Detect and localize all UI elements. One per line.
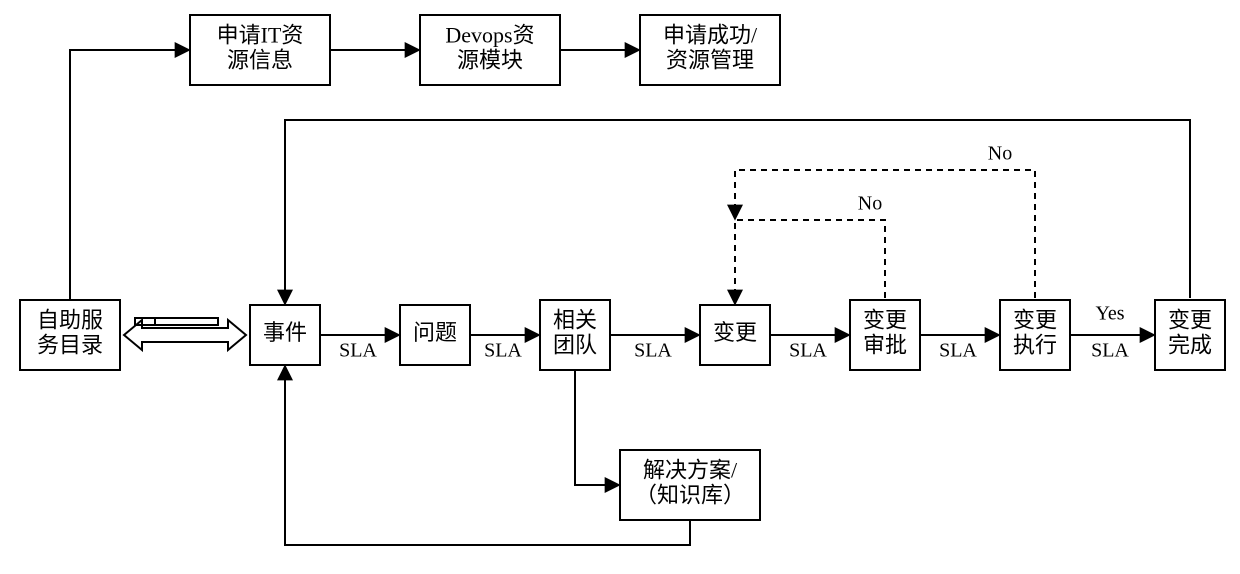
node-team-line1: 团队 [553,333,597,358]
node-devops: Devops资源模块 [420,15,560,85]
node-team-line0: 相关 [553,307,597,332]
flowchart-canvas: SLA SLA SLA SLA SLA Yes SLA No No 自助服务目录… [0,0,1240,574]
edge-selfservice-event-bidir [124,318,246,350]
label-sla5: SLA [939,340,977,362]
node-solution: 解决方案/（知识库） [620,450,760,520]
node-done-line0: 变更 [1168,307,1212,332]
node-solution-line1: （知识库） [635,483,745,508]
label-sla1: SLA [339,340,377,362]
node-approve: 变更审批 [850,300,920,370]
node-approve-line1: 审批 [863,333,907,358]
label-sla3: SLA [634,340,672,362]
edge-approve-change-no [735,220,885,303]
node-applyIT-line1: 源信息 [227,48,293,73]
node-change: 变更 [700,305,770,365]
node-devops-line0: Devops资 [445,22,534,47]
label-no2: No [858,193,882,215]
node-selfService-line0: 自助服 [37,307,103,332]
node-change-line0: 变更 [713,320,757,345]
node-problem-line0: 问题 [413,320,457,345]
node-approve-line0: 变更 [863,307,907,332]
node-event: 事件 [250,305,320,365]
node-devops-line1: 源模块 [457,48,523,73]
node-solution-line0: 解决方案/ [643,457,738,482]
node-applyOK-line0: 申请成功/ [663,22,758,47]
label-sla2: SLA [484,340,522,362]
node-done-line1: 完成 [1168,333,1212,358]
node-applyOK-line1: 资源管理 [666,48,754,73]
node-selfService: 自助服务目录 [20,300,120,370]
edge-done-event-feedback [285,120,1190,303]
node-applyIT: 申请IT资源信息 [190,15,330,85]
node-selfService-line1: 务目录 [37,333,103,358]
label-yes: Yes [1095,303,1124,325]
label-sla6: SLA [1091,340,1129,362]
node-execute-line0: 变更 [1013,307,1057,332]
node-event-line0: 事件 [263,320,307,345]
edge-team-solution [575,370,618,485]
node-execute-line1: 执行 [1013,333,1057,358]
node-done: 变更完成 [1155,300,1225,370]
edge-selfservice-applyit [70,50,188,300]
label-no1: No [988,143,1012,165]
node-applyOK: 申请成功/资源管理 [640,15,780,85]
node-applyIT-line0: 申请IT资 [217,22,304,47]
node-team: 相关团队 [540,300,610,370]
edge-execute-change-no [735,170,1035,298]
node-execute: 变更执行 [1000,300,1070,370]
node-problem: 问题 [400,305,470,365]
label-sla4: SLA [789,340,827,362]
